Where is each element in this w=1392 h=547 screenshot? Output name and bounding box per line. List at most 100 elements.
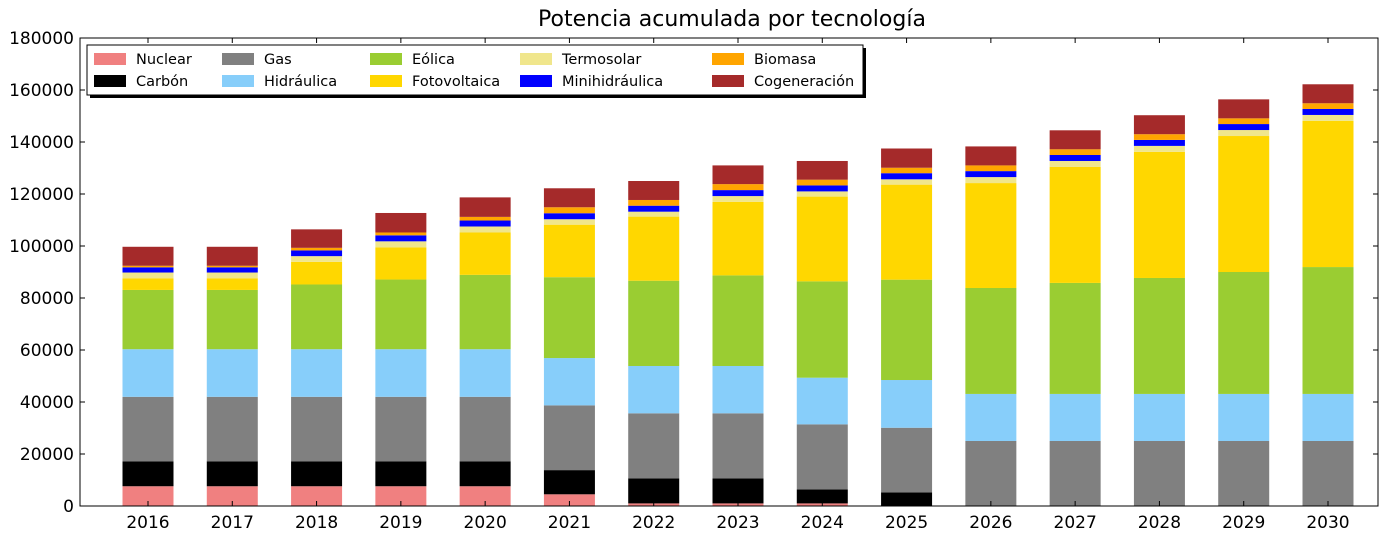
bar-segment-biomasa-2018	[291, 247, 343, 251]
bar-segment-carbón-2022	[628, 478, 680, 504]
bar-segment-fotovoltaica-2026	[965, 183, 1017, 288]
bar-segment-eólica-2023	[712, 275, 764, 366]
bar-segment-carbón-2017	[206, 461, 258, 487]
legend-swatch-hidráulica	[222, 75, 254, 87]
legend-label: Eólica	[412, 52, 455, 68]
bar-segment-eólica-2020	[459, 274, 511, 350]
bar-segment-fotovoltaica-2016	[122, 278, 174, 290]
bar-segment-biomasa-2026	[965, 165, 1017, 172]
bar-segment-eólica-2028	[1133, 277, 1185, 394]
bar-segment-cogeneración-2028	[1133, 115, 1185, 135]
bar-segment-fotovoltaica-2025	[881, 184, 933, 280]
legend-swatch-gas	[222, 53, 254, 65]
bar-segment-fotovoltaica-2023	[712, 201, 764, 276]
bar-segment-eólica-2029	[1218, 272, 1270, 394]
bar-segment-termosolar-2019	[375, 241, 427, 248]
bar-segment-hidráulica-2023	[712, 365, 764, 414]
bar-segment-cogeneración-2024	[796, 160, 848, 180]
bar-segment-cogeneración-2026	[965, 146, 1017, 166]
x-tick-label: 2027	[1054, 513, 1097, 533]
y-tick-label: 0	[63, 497, 74, 517]
bar-segment-cogeneración-2023	[712, 165, 764, 185]
bar-segment-cogeneración-2022	[628, 181, 680, 200]
x-tick-label: 2024	[801, 513, 844, 533]
bar-segment-eólica-2030	[1302, 267, 1354, 394]
x-tick-label: 2022	[632, 513, 675, 533]
bar-segment-hidráulica-2016	[122, 349, 174, 397]
y-tick-label: 60000	[20, 341, 74, 361]
bar-segment-biomasa-2025	[881, 167, 933, 174]
bar-segment-biomasa-2030	[1302, 103, 1354, 109]
bar-segment-hidráulica-2017	[206, 349, 258, 397]
bar-segment-hidráulica-2021	[543, 358, 595, 406]
bar-segment-gas-2028	[1133, 441, 1185, 506]
bar-segment-fotovoltaica-2020	[459, 232, 511, 275]
y-tick-label: 20000	[20, 445, 74, 465]
legend-swatch-nuclear	[94, 53, 126, 65]
legend-swatch-minihidráulica	[520, 75, 552, 87]
bar-segment-cogeneración-2016	[122, 246, 174, 266]
bar-segment-termosolar-2021	[543, 219, 595, 225]
bar-segment-minihidráulica-2029	[1218, 124, 1270, 131]
bar-segment-gas-2017	[206, 396, 258, 462]
bar-segment-cogeneración-2019	[375, 212, 427, 233]
bar-segment-nuclear-2021	[543, 494, 595, 506]
bar-segment-hidráulica-2025	[881, 380, 933, 428]
bar-segment-eólica-2027	[1049, 282, 1101, 394]
bar-segment-gas-2025	[881, 427, 933, 493]
bar-segment-gas-2029	[1218, 441, 1270, 506]
bar-segment-eólica-2025	[881, 279, 933, 381]
chart-title: Potencia acumulada por tecnología	[538, 7, 926, 32]
bar-segment-minihidráulica-2028	[1133, 139, 1185, 146]
bar-segment-fotovoltaica-2030	[1302, 120, 1354, 268]
bar-segment-hidráulica-2026	[965, 393, 1017, 441]
bar-segment-gas-2019	[375, 396, 427, 462]
bar-segment-cogeneración-2017	[206, 246, 258, 266]
bar-segment-cogeneración-2025	[881, 148, 933, 168]
y-tick-label: 80000	[20, 289, 74, 309]
bar-segment-nuclear-2016	[122, 486, 174, 506]
legend-swatch-termosolar	[520, 53, 552, 65]
bar-segment-gas-2018	[291, 396, 343, 462]
bar-segment-biomasa-2027	[1049, 149, 1101, 155]
bar-segment-minihidráulica-2025	[881, 173, 933, 180]
bar-segment-biomasa-2017	[206, 265, 258, 268]
bar-segment-eólica-2018	[291, 284, 343, 350]
bar-segment-termosolar-2020	[459, 226, 511, 233]
bar-segment-minihidráulica-2026	[965, 171, 1017, 178]
bar-segment-termosolar-2026	[965, 177, 1017, 184]
x-tick-label: 2018	[295, 513, 338, 533]
bar-segment-carbón-2021	[543, 470, 595, 495]
bar-segment-hidráulica-2020	[459, 349, 511, 397]
bar-segment-carbón-2023	[712, 478, 764, 504]
bar-segment-eólica-2024	[796, 281, 848, 378]
bar-segment-fotovoltaica-2018	[291, 261, 343, 285]
bar-segment-minihidráulica-2018	[291, 250, 343, 257]
bars-layer	[122, 84, 1354, 506]
bar-segment-minihidráulica-2016	[122, 267, 174, 273]
bar-segment-cogeneración-2021	[543, 188, 595, 208]
bar-segment-eólica-2016	[122, 289, 174, 350]
legend-label: Termosolar	[561, 52, 641, 68]
bar-segment-fotovoltaica-2027	[1049, 166, 1101, 283]
x-tick-label: 2030	[1306, 513, 1349, 533]
bar-segment-termosolar-2018	[291, 256, 343, 262]
bar-segment-termosolar-2030	[1302, 114, 1354, 121]
x-tick-label: 2017	[211, 513, 254, 533]
bar-segment-termosolar-2027	[1049, 160, 1101, 167]
bar-segment-minihidráulica-2017	[206, 267, 258, 273]
y-tick-label: 100000	[9, 237, 74, 257]
bar-segment-minihidráulica-2023	[712, 190, 764, 197]
x-tick-label: 2021	[548, 513, 591, 533]
bar-segment-fotovoltaica-2017	[206, 278, 258, 290]
bar-segment-minihidráulica-2019	[375, 235, 427, 242]
bar-segment-carbón-2019	[375, 461, 427, 487]
bar-segment-gas-2020	[459, 396, 511, 462]
x-tick-label: 2019	[379, 513, 422, 533]
legend: Nuclear Carbón Gas Hidráulica Eólica Fotovolt…	[86, 44, 866, 98]
bar-segment-biomasa-2023	[712, 184, 764, 191]
bar-segment-biomasa-2021	[543, 207, 595, 214]
bar-segment-termosolar-2016	[122, 272, 174, 279]
bar-segment-biomasa-2019	[375, 232, 427, 236]
bar-segment-fotovoltaica-2022	[628, 216, 680, 281]
